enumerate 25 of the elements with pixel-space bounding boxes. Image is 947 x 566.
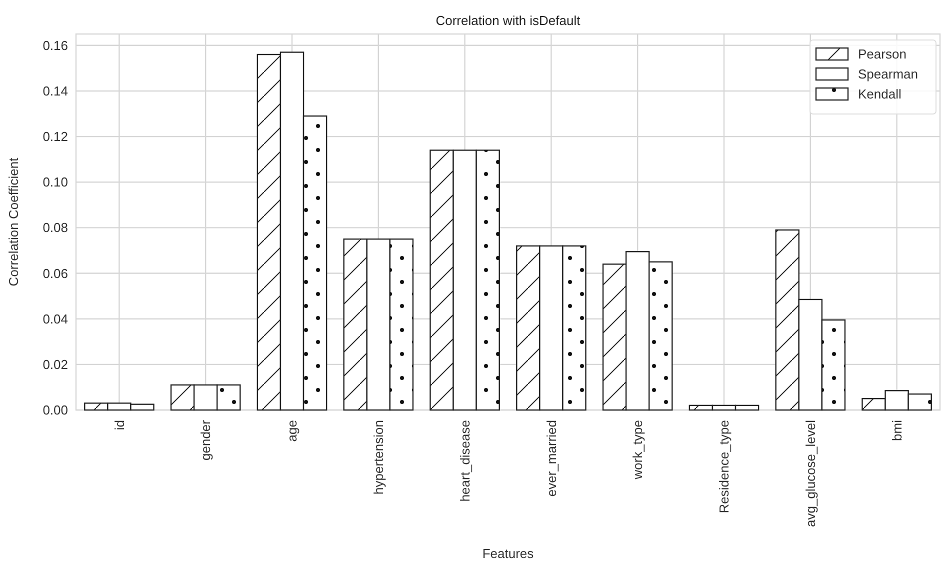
y-tick-label: 0.08	[42, 220, 68, 236]
x-tick-label: hypertension	[370, 420, 386, 494]
chart-title: Correlation with isDefault	[436, 13, 581, 28]
y-tick-label: 0.12	[42, 129, 68, 144]
y-tick-label: 0.14	[42, 84, 68, 99]
x-tick-label: bmi	[889, 420, 904, 441]
x-tick-label: gender	[198, 419, 214, 460]
legend-label: Pearson	[858, 46, 906, 62]
y-axis-title: Correlation Coefficient	[6, 157, 21, 286]
y-tick-label: 0.00	[42, 402, 68, 418]
x-tick-label: id	[112, 420, 127, 430]
y-tick-label: 0.04	[42, 311, 68, 326]
x-tick-label: ever_married	[544, 420, 559, 497]
legend-label: Spearman	[858, 66, 918, 82]
x-tick-label: age	[284, 420, 300, 442]
y-tick-label: 0.10	[42, 174, 68, 190]
y-tick-label: 0.16	[42, 38, 68, 53]
y-tick-label: 0.06	[42, 266, 68, 281]
x-tick-label: Residence_type	[716, 420, 732, 514]
x-tick-label: heart_disease	[457, 420, 472, 502]
x-axis-title: Features	[482, 546, 534, 561]
x-tick-label: work_type	[630, 420, 646, 480]
legend-label: Kendall	[858, 86, 902, 102]
y-tick-label: 0.02	[42, 356, 68, 372]
x-tick-label: avg_glucose_level	[802, 420, 818, 527]
